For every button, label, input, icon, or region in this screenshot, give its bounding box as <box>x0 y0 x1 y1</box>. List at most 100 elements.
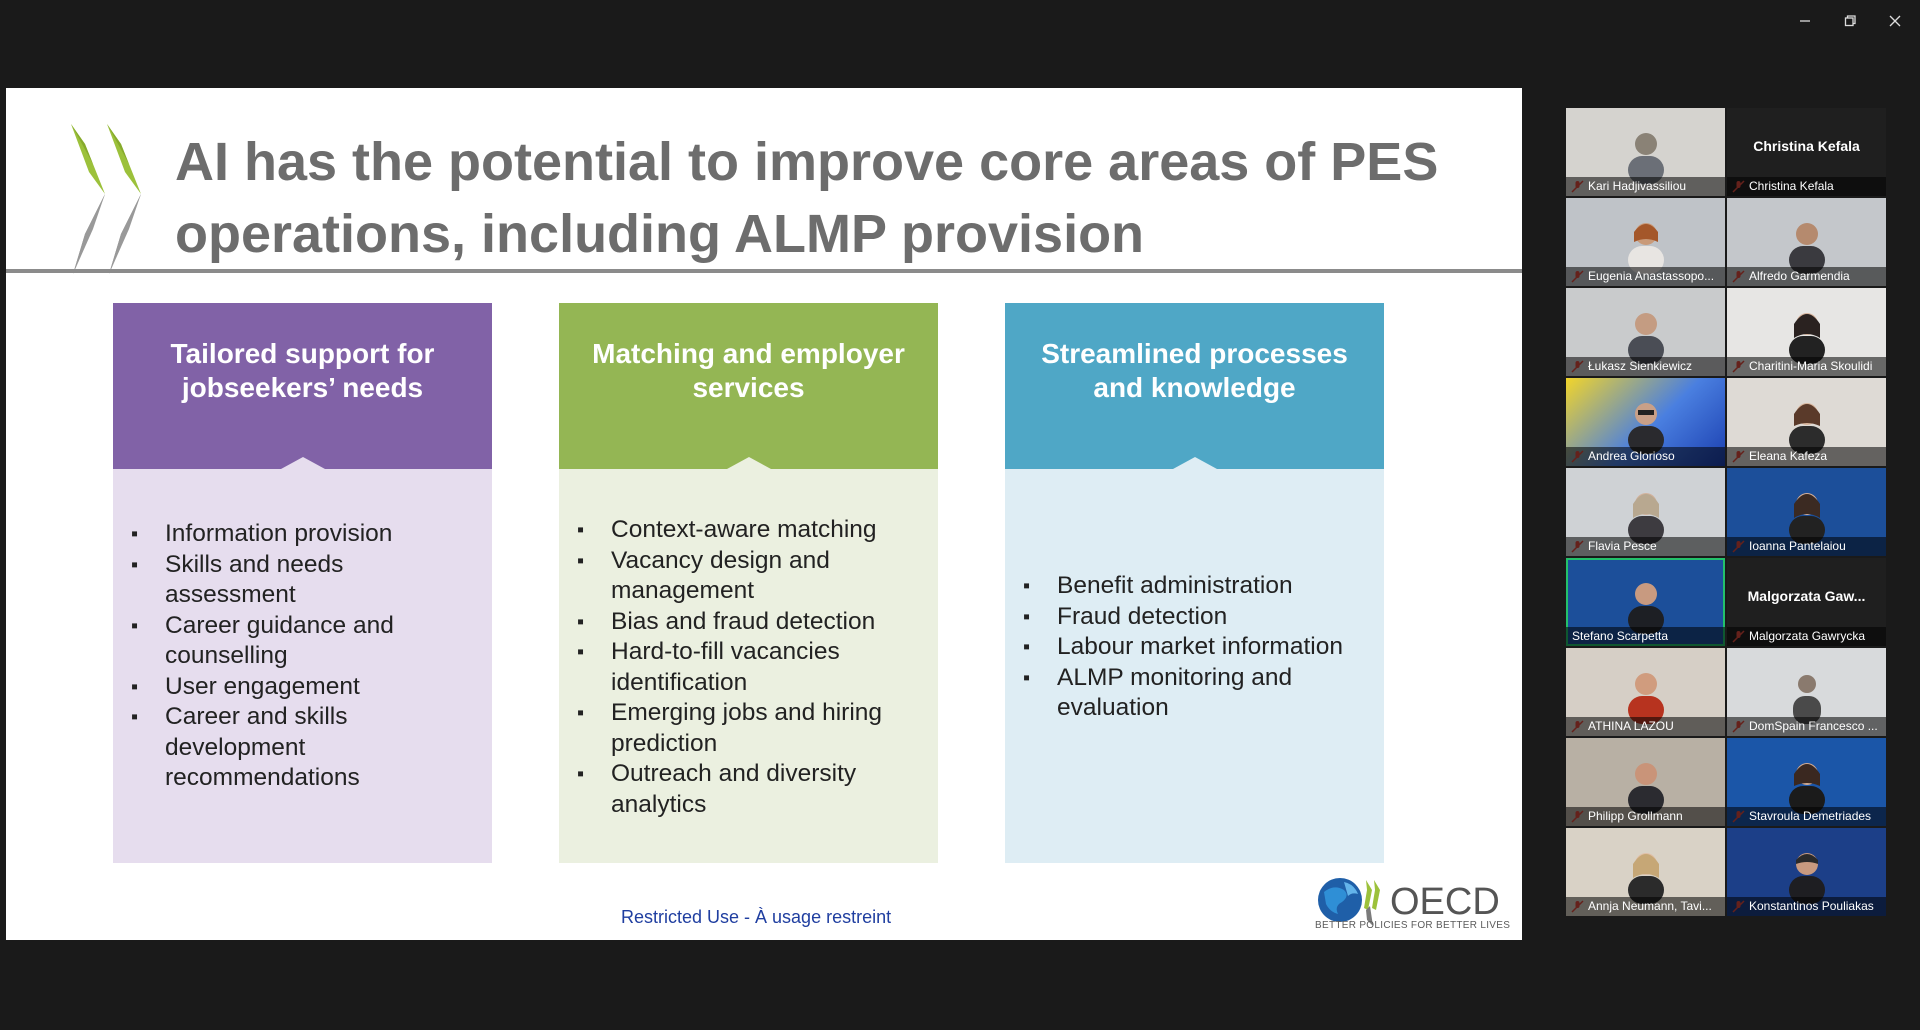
participant-tile[interactable]: Stavroula Demetriades <box>1727 738 1886 826</box>
participant-video <box>1788 313 1825 364</box>
participant-tile[interactable]: Malgorzata Gaw... Malgorzata Gawrycka <box>1727 558 1886 646</box>
bullet-list: Context-aware matching Vacancy design an… <box>577 515 922 820</box>
column-header: Tailored support for jobseekers’ needs <box>113 303 492 469</box>
participant-tile[interactable]: Łukasz Sienkiewicz <box>1566 288 1725 376</box>
column-notch <box>1172 457 1217 469</box>
participant-tile[interactable]: Konstantinos Pouliakas <box>1727 828 1886 916</box>
bullet-list: Information provision Skills and needs a… <box>131 519 476 794</box>
list-item: Skills and needs assessment <box>131 550 476 611</box>
list-item: Benefit administration <box>1023 571 1368 602</box>
participant-video <box>1627 403 1664 454</box>
participant-video <box>1627 493 1664 544</box>
list-item: Outreach and diversity analytics <box>577 759 922 820</box>
shared-slide: AI has the potential to improve core are… <box>6 88 1522 940</box>
participant-name: ATHINA LAZOU <box>1566 717 1725 736</box>
participant-display-name: Christina Kefala <box>1753 138 1860 154</box>
participant-name: DomSpain Francesco ... <box>1727 717 1886 736</box>
participant-name: Konstantinos Pouliakas <box>1727 897 1886 916</box>
list-item: ALMP monitoring and evaluation <box>1023 663 1368 724</box>
restore-button[interactable] <box>1828 10 1872 32</box>
participant-video <box>1788 403 1825 454</box>
title-divider <box>6 269 1522 273</box>
participant-video <box>1627 133 1664 184</box>
participant-tile[interactable]: Christina Kefala Christina Kefala <box>1727 108 1886 196</box>
column-matching-employer: Matching and employer services Context-a… <box>559 303 938 863</box>
restore-icon <box>1844 15 1856 27</box>
column-heading: Matching and employer services <box>592 338 905 403</box>
list-item: Context-aware matching <box>577 515 922 546</box>
list-item: Career and skills development recommenda… <box>131 702 476 794</box>
participant-tile[interactable]: Andrea Glorioso <box>1566 378 1725 466</box>
participant-name: Philipp Grollmann <box>1566 807 1725 826</box>
participant-name: Andrea Glorioso <box>1566 447 1725 466</box>
participant-video <box>1788 223 1825 274</box>
list-item: User engagement <box>131 672 476 703</box>
list-item: Emerging jobs and hiring prediction <box>577 698 922 759</box>
column-streamlined-processes: Streamlined processes and knowledge Bene… <box>1005 303 1384 863</box>
participant-tile[interactable]: DomSpain Francesco ... <box>1727 648 1886 736</box>
participant-display-name: Malgorzata Gaw... <box>1747 588 1866 604</box>
participant-tile[interactable]: Ioanna Pantelaiou <box>1727 468 1886 556</box>
participant-tile[interactable]: Flavia Pesce <box>1566 468 1725 556</box>
participant-name: Kari Hadjivassiliou <box>1566 177 1725 196</box>
participant-video <box>1627 763 1664 814</box>
restricted-use-footer: Restricted Use - À usage restreint <box>621 907 892 927</box>
list-item: Labour market information <box>1023 632 1368 663</box>
participant-video <box>1627 673 1664 724</box>
participant-tile-active-speaker[interactable]: Stefano Scarpetta <box>1566 558 1725 646</box>
minimize-button[interactable] <box>1783 10 1827 32</box>
participant-video <box>1627 313 1664 364</box>
participant-tile[interactable]: Annja Neumann, Tavi... <box>1566 828 1725 916</box>
list-item: Hard-to-fill vacancies identification <box>577 637 922 698</box>
participant-video <box>1792 675 1821 724</box>
list-item: Career guidance and counselling <box>131 611 476 672</box>
list-item: Information provision <box>131 519 476 550</box>
column-body: Information provision Skills and needs a… <box>113 469 492 863</box>
participant-name: Charitini-Maria Skoulidi <box>1727 357 1886 376</box>
participant-tile[interactable]: Kari Hadjivassiliou <box>1566 108 1725 196</box>
column-body: Benefit administration Fraud detection L… <box>1005 469 1384 863</box>
column-notch <box>280 457 325 469</box>
column-heading: Tailored support for jobseekers’ needs <box>170 338 435 403</box>
close-icon <box>1889 15 1901 27</box>
oecd-tagline: BETTER POLICIES FOR BETTER LIVES <box>1315 920 1511 931</box>
participant-video <box>1788 763 1825 814</box>
participant-video <box>1627 583 1664 634</box>
bullet-list: Benefit administration Fraud detection L… <box>1023 571 1368 724</box>
participant-name: Stavroula Demetriades <box>1727 807 1886 826</box>
participant-name: Ioanna Pantelaiou <box>1727 537 1886 556</box>
participant-name: Łukasz Sienkiewicz <box>1566 357 1725 376</box>
column-header: Streamlined processes and knowledge <box>1005 303 1384 469</box>
slide-title: AI has the potential to improve core are… <box>175 132 1439 264</box>
column-notch <box>726 457 771 469</box>
close-button[interactable] <box>1873 10 1917 32</box>
participant-tile[interactable]: Eugenia Anastassopo... <box>1566 198 1725 286</box>
participant-name: Malgorzata Gawrycka <box>1727 627 1886 646</box>
oecd-chevrons-logo <box>71 124 141 274</box>
participant-video <box>1627 223 1664 274</box>
participant-name: Annja Neumann, Tavi... <box>1566 897 1725 916</box>
participant-name: Stefano Scarpetta <box>1566 627 1725 646</box>
list-item: Bias and fraud detection <box>577 607 922 638</box>
participant-name: Eugenia Anastassopo... <box>1566 267 1725 286</box>
participant-name: Flavia Pesce <box>1566 537 1725 556</box>
participant-tile[interactable]: ATHINA LAZOU <box>1566 648 1725 736</box>
participant-tile[interactable]: Charitini-Maria Skoulidi <box>1727 288 1886 376</box>
column-tailored-support: Tailored support for jobseekers’ needs I… <box>113 303 492 863</box>
participant-video <box>1788 853 1825 904</box>
minimize-icon <box>1800 20 1810 22</box>
participant-video <box>1788 493 1825 544</box>
participant-tile[interactable]: Alfredo Garmendia <box>1727 198 1886 286</box>
oecd-logo: OECD <box>1318 878 1500 926</box>
participant-name: Christina Kefala <box>1727 177 1886 196</box>
column-heading: Streamlined processes and knowledge <box>1041 338 1348 403</box>
column-body: Context-aware matching Vacancy design an… <box>559 469 938 863</box>
list-item: Fraud detection <box>1023 602 1368 633</box>
list-item: Vacancy design and management <box>577 546 922 607</box>
participant-tile[interactable]: Eleana Kafeza <box>1727 378 1886 466</box>
participant-name: Alfredo Garmendia <box>1727 267 1886 286</box>
svg-text:OECD: OECD <box>1390 881 1500 923</box>
participant-tile[interactable]: Philipp Grollmann <box>1566 738 1725 826</box>
column-header: Matching and employer services <box>559 303 938 469</box>
participant-name: Eleana Kafeza <box>1727 447 1886 466</box>
